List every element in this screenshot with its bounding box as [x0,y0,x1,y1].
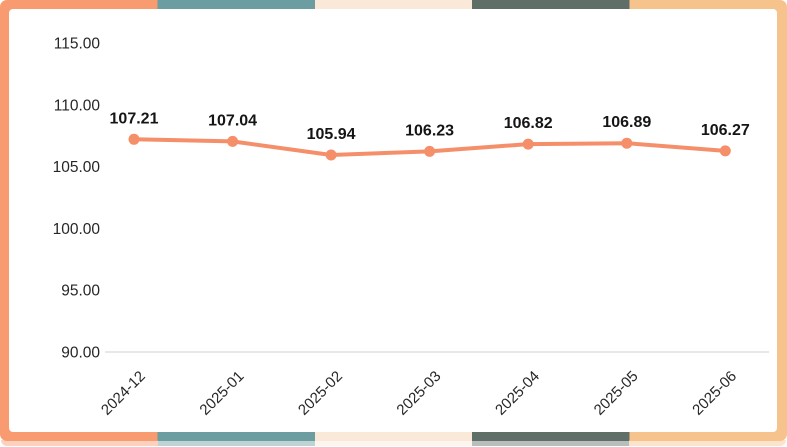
data-point-marker [424,145,436,157]
data-point-marker [227,135,239,147]
x-axis-tick-label: 2025-04 [492,368,543,419]
data-point-marker [719,145,731,157]
data-point-marker [325,149,337,161]
y-axis-tick-label: 105.00 [53,159,101,176]
data-point-label: 106.23 [405,122,454,139]
data-point-marker [128,133,140,145]
data-point-label: 107.21 [110,110,159,127]
y-axis-tick-label: 95.00 [61,283,100,300]
x-axis-tick-label: 2024-12 [98,368,149,419]
data-point-label: 106.82 [504,115,553,132]
x-axis-tick-label: 2025-01 [196,368,247,419]
frame-shadow [1,440,786,446]
x-axis-tick-label: 2025-03 [393,368,444,419]
chart-panel: 115.00 110.00 105.00 100.00 95.00 90.00 2024-1… [9,9,777,432]
data-point-label: 106.27 [701,122,750,139]
data-point-marker [522,138,534,150]
y-axis-tick-label: 110.00 [54,97,101,114]
y-axis-tick-label: 90.00 [61,345,100,362]
x-axis-tick-label: 2025-02 [295,368,346,419]
data-point-label: 106.89 [602,114,651,131]
y-axis-tick-label: 100.00 [53,221,101,238]
data-point-marker [621,137,633,149]
x-axis-tick-label: 2025-06 [689,368,740,419]
y-axis-tick-label: 115.00 [54,36,101,53]
x-axis-tick-label: 2025-05 [591,368,642,419]
data-point-label: 105.94 [307,126,356,143]
data-point-label: 107.04 [208,112,257,129]
line-chart: 115.00 110.00 105.00 100.00 95.00 90.00 2024-1… [53,36,769,419]
